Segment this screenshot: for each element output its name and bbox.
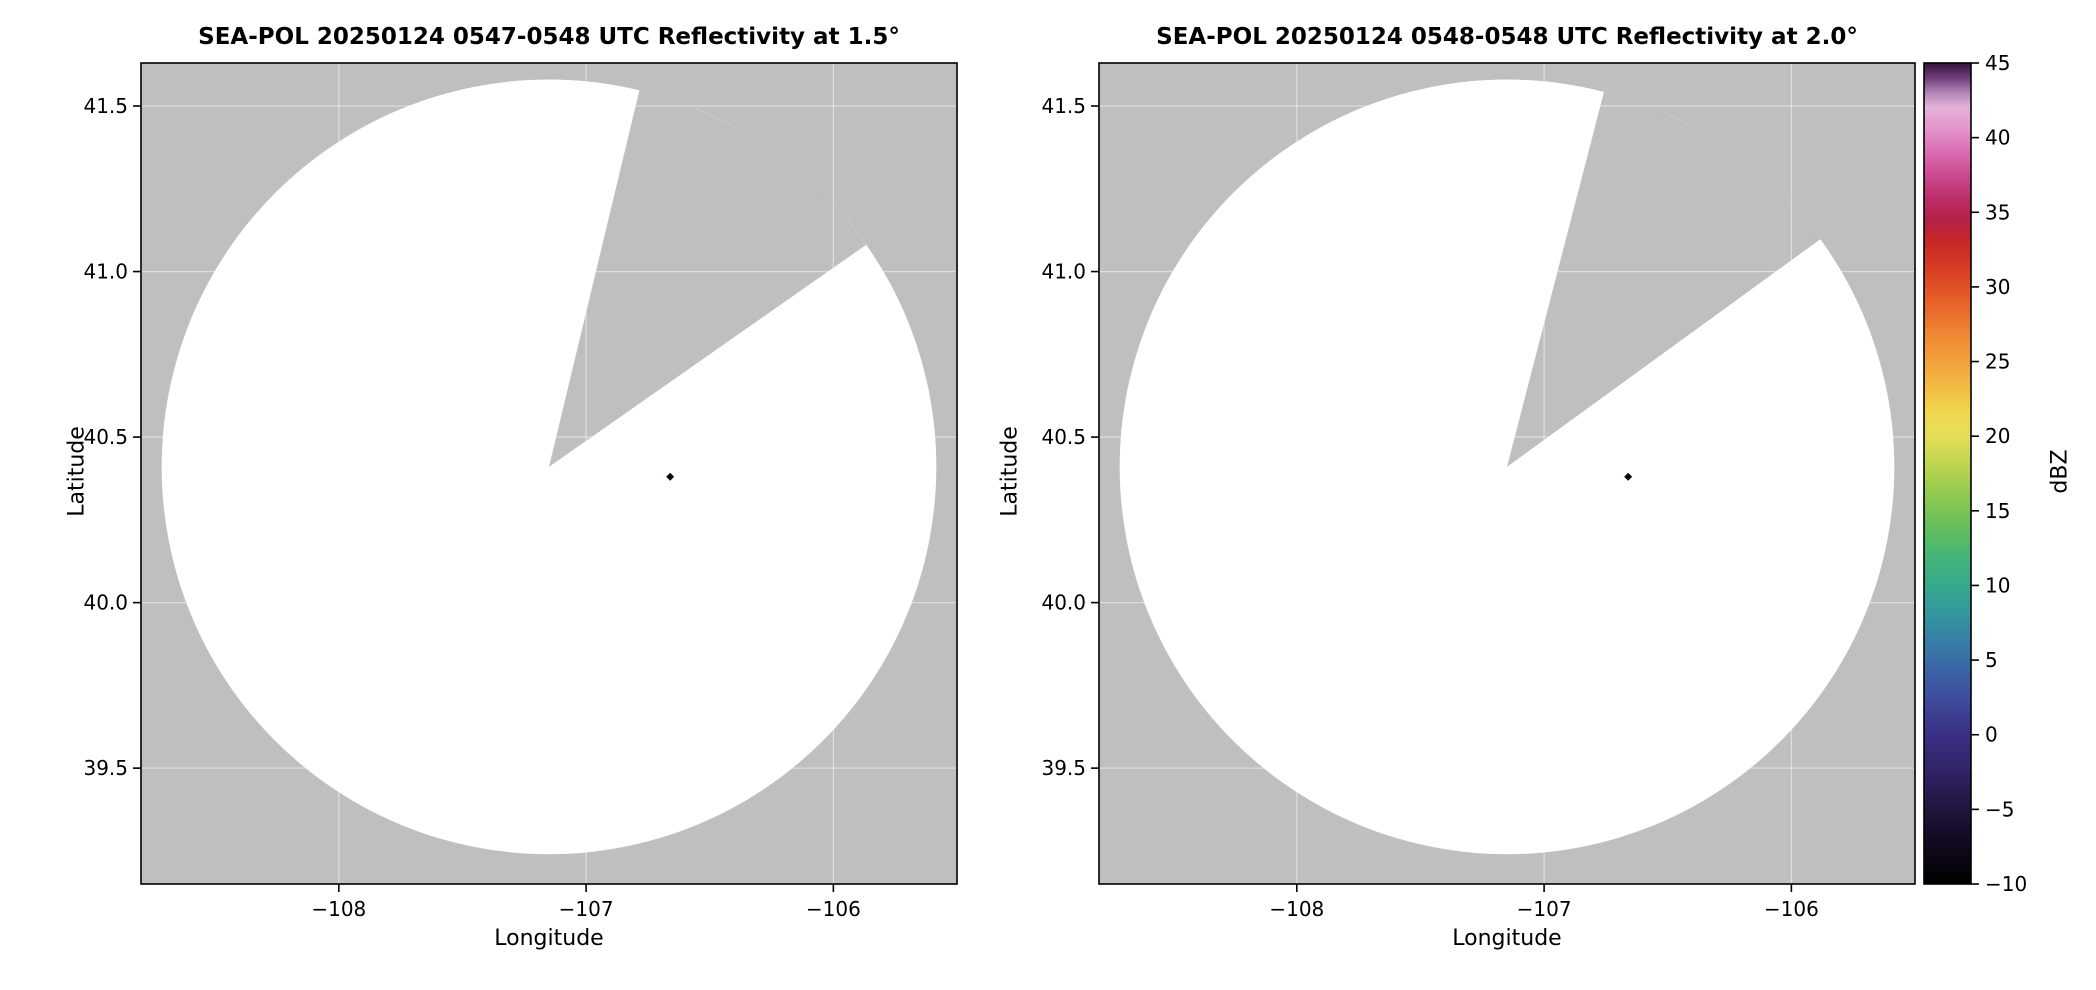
- plot-frame: [140, 62, 958, 885]
- colorbar-gradient: [1923, 62, 1972, 885]
- y-tick-label: 40.0: [1041, 591, 1086, 615]
- x-tick-label: −106: [1764, 897, 1819, 921]
- colorbar-tick-label: 30: [1985, 275, 2010, 299]
- y-tick-label: 40.5: [83, 425, 128, 449]
- x-tick-label: −107: [559, 897, 614, 921]
- x-axis-label-left: Longitude: [494, 926, 604, 951]
- y-axis-label-left: Latitude: [64, 426, 90, 517]
- echo-point: [1624, 472, 1633, 481]
- colorbar-tick-label: 5: [1985, 648, 1998, 672]
- panel-title-left: SEA-POL 20250124 0547-0548 UTC Reflectiv…: [198, 24, 900, 50]
- colorbar-tick-label: 15: [1985, 499, 2010, 523]
- y-tick-label: 41.5: [1041, 94, 1086, 118]
- colorbar-label: dBZ: [2047, 449, 2073, 494]
- colorbar-tick-label: 20: [1985, 424, 2010, 448]
- blocked-sector-wedge: [1507, 91, 1821, 467]
- x-axis-label-right: Longitude: [1452, 926, 1562, 951]
- x-tick-label: −107: [1517, 897, 1572, 921]
- y-tick-label: 40.5: [1041, 425, 1086, 449]
- y-tick-label: 39.5: [1041, 756, 1086, 780]
- colorbar-tick-label: −5: [1985, 797, 2014, 821]
- y-tick-label: 39.5: [83, 756, 128, 780]
- colorbar-tick-label: 45: [1985, 51, 2010, 75]
- colorbar-tick-label: 35: [1985, 200, 2010, 224]
- echo-point: [666, 472, 675, 481]
- colorbar-tick-label: 40: [1985, 126, 2010, 150]
- colorbar-tick-label: −10: [1985, 872, 2027, 896]
- colorbar-tick-label: 10: [1985, 573, 2010, 597]
- radar-plot-left: −108 −107 −106 39.5 40.0 40.5 41.0 41.5: [83, 62, 958, 921]
- y-axis-label-right: Latitude: [997, 426, 1023, 517]
- y-tick-label: 41.5: [83, 94, 128, 118]
- y-tick-label: 41.0: [83, 260, 128, 284]
- panel-title-right: SEA-POL 20250124 0548-0548 UTC Reflectiv…: [1156, 24, 1858, 50]
- x-tick-label: −108: [311, 897, 366, 921]
- radar-plot-right: −108 −107 −106 39.5 40.0 40.5 41.0 41.5: [1041, 62, 1916, 921]
- colorbar-tick-label: 25: [1985, 350, 2010, 374]
- x-tick-label: −108: [1269, 897, 1324, 921]
- colorbar: 45 40 35 30 25 20 15 10 5 0 −5 −10: [1923, 51, 2027, 896]
- x-tick-label: −106: [806, 897, 861, 921]
- blocked-sector-wedge: [549, 90, 867, 467]
- plot-frame: [1098, 62, 1916, 885]
- y-tick-label: 40.0: [83, 591, 128, 615]
- colorbar-tick-label: 0: [1985, 723, 1998, 747]
- y-tick-label: 41.0: [1041, 260, 1086, 284]
